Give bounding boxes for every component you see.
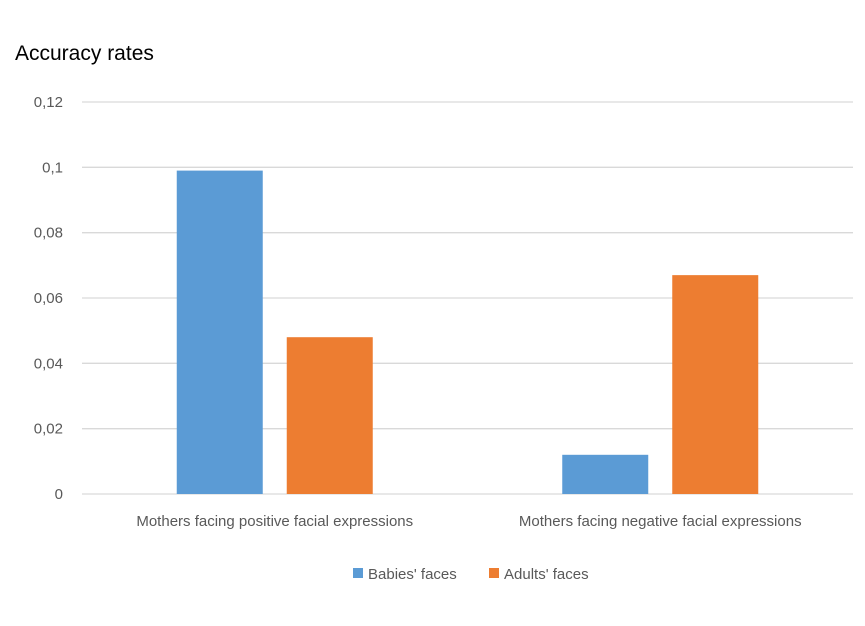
y-tick-label: 0,12 xyxy=(34,94,63,111)
category-labels: Mothers facing positive facial expressio… xyxy=(136,513,801,530)
bar xyxy=(562,454,649,494)
y-tick-label: 0,08 xyxy=(34,225,63,242)
legend-swatch xyxy=(489,568,499,578)
y-tick-label: 0,06 xyxy=(34,290,63,307)
y-axis-title: Accuracy rates xyxy=(15,42,154,65)
category-label: Mothers facing positive facial expressio… xyxy=(136,513,413,530)
y-tick-label: 0,02 xyxy=(34,421,63,438)
bar xyxy=(176,170,263,494)
legend-label: Adults' faces xyxy=(504,566,589,583)
category-label: Mothers facing negative facial expressio… xyxy=(519,513,802,530)
y-tick-label: 0,04 xyxy=(34,355,63,372)
y-tick-label: 0,1 xyxy=(42,159,63,176)
legend-swatch xyxy=(353,568,363,578)
bars xyxy=(176,170,759,494)
y-tick-label: 0 xyxy=(55,486,63,503)
legend: Babies' faces Adults' faces xyxy=(353,566,589,583)
bar xyxy=(286,337,373,494)
bar xyxy=(672,275,759,494)
y-tick-labels: 0 0,02 0,04 0,06 0,08 0,1 0,12 xyxy=(34,94,63,503)
legend-label: Babies' faces xyxy=(368,566,457,583)
